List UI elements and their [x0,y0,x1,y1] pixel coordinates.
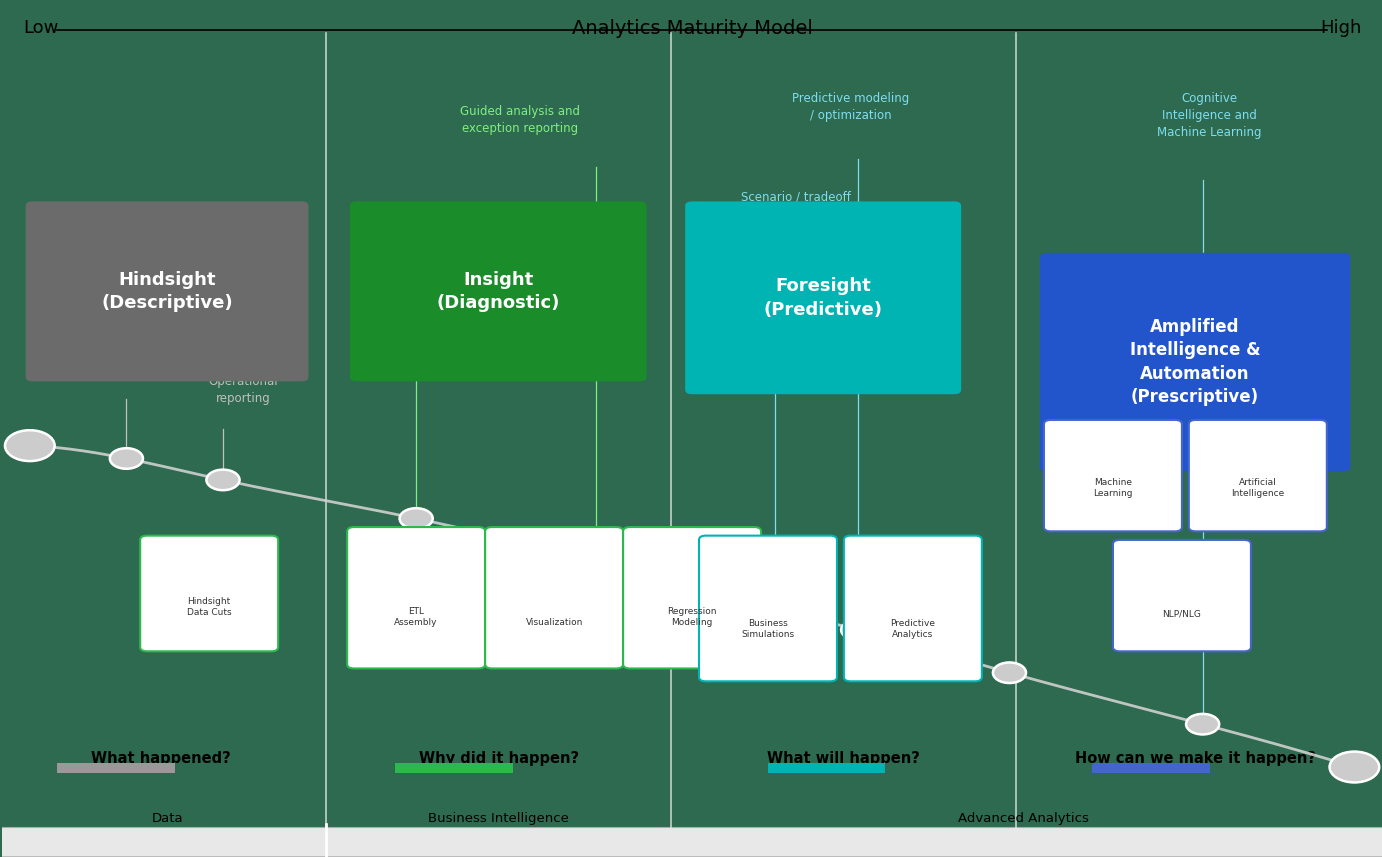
FancyBboxPatch shape [140,536,278,651]
FancyBboxPatch shape [685,201,960,394]
FancyBboxPatch shape [623,527,761,668]
FancyBboxPatch shape [58,763,174,773]
FancyBboxPatch shape [26,201,308,381]
FancyBboxPatch shape [699,536,837,681]
FancyBboxPatch shape [1113,540,1251,651]
FancyBboxPatch shape [1189,420,1327,531]
Text: Predictive
Analytics: Predictive Analytics [890,619,936,638]
Text: Consolidate view
of all systems and
available data: Consolidate view of all systems and avai… [369,217,477,263]
Text: Insight
(Diagnostic): Insight (Diagnostic) [437,271,560,312]
Text: High: High [1320,19,1361,37]
Text: How can we make it happen?: How can we make it happen? [1075,751,1316,766]
FancyBboxPatch shape [1039,253,1350,471]
Text: Operational
reporting: Operational reporting [209,375,279,405]
Circle shape [759,598,792,619]
Text: Enterprise Data
Management: Enterprise Data Management [26,310,119,341]
FancyBboxPatch shape [3,827,1382,857]
Text: Foresight
(Predictive): Foresight (Predictive) [764,277,883,319]
FancyBboxPatch shape [1092,763,1209,773]
FancyBboxPatch shape [768,763,886,773]
Circle shape [109,448,142,469]
Circle shape [206,470,239,490]
Text: Hindsight
Data Cuts: Hindsight Data Cuts [187,597,232,617]
Text: Business
Simulations: Business Simulations [741,619,795,638]
Text: Analytics Maturity Model: Analytics Maturity Model [572,19,813,38]
Circle shape [579,551,612,572]
Circle shape [842,620,875,640]
Circle shape [992,662,1025,683]
FancyBboxPatch shape [1043,420,1182,531]
Text: Regression
Modeling: Regression Modeling [668,607,717,627]
Text: Hindsight
(Descriptive): Hindsight (Descriptive) [101,271,234,312]
FancyBboxPatch shape [485,527,623,668]
FancyBboxPatch shape [844,536,981,681]
Text: Business Intelligence: Business Intelligence [428,812,569,825]
Text: NLP/NLG: NLP/NLG [1162,609,1201,618]
Text: What happened?: What happened? [91,751,231,766]
Text: Advanced Analytics: Advanced Analytics [958,812,1089,825]
Text: Visualization: Visualization [525,618,583,627]
Text: Data: Data [152,812,184,825]
FancyBboxPatch shape [350,201,647,381]
Text: Cognitive
Intelligence and
Machine Learning: Cognitive Intelligence and Machine Learn… [1157,93,1262,139]
Circle shape [399,508,433,529]
Circle shape [6,430,55,461]
Text: Machine
Learning: Machine Learning [1093,478,1133,498]
FancyBboxPatch shape [395,763,513,773]
Text: ETL
Assembly: ETL Assembly [394,607,438,627]
Text: What will happen?: What will happen? [767,751,920,766]
Text: Predictive modeling
/ optimization: Predictive modeling / optimization [792,92,909,123]
Text: Guided analysis and
exception reporting: Guided analysis and exception reporting [460,105,579,135]
Circle shape [1186,714,1219,734]
Text: Why did it happen?: Why did it happen? [419,751,579,766]
Text: Artificial
Intelligence: Artificial Intelligence [1231,478,1284,498]
Text: Low: Low [23,19,58,37]
Text: Scenario / tradeoff
simulation: Scenario / tradeoff simulation [741,190,850,221]
FancyBboxPatch shape [347,527,485,668]
Text: Amplified
Intelligence &
Automation
(Prescriptive): Amplified Intelligence & Automation (Pre… [1129,318,1260,406]
Circle shape [1329,752,1379,782]
